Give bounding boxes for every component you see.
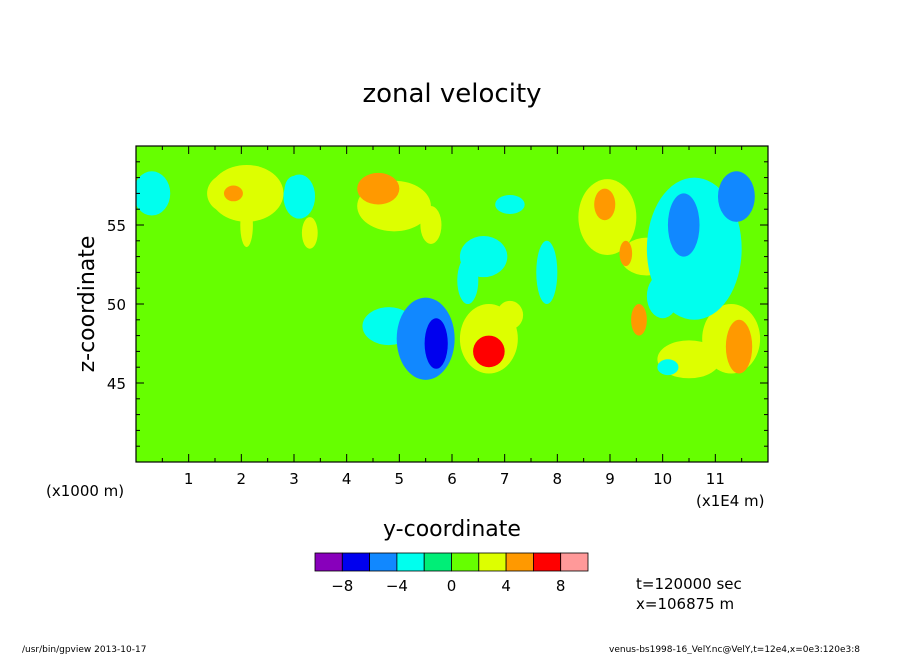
position-readout: x=106875 m: [636, 595, 734, 613]
contour-blob: [424, 318, 448, 369]
colorbar-swatch: [369, 552, 398, 572]
contour-blob: [459, 236, 508, 278]
contour-blob: [536, 240, 558, 304]
colorbar-tick-label: 4: [501, 577, 511, 595]
x-tick-label: 3: [289, 470, 299, 488]
x-tick-label: 11: [706, 470, 725, 488]
footer-right: venus-bs1998-16_VelY.nc@VelY,t=12e4,x=0e…: [609, 645, 860, 654]
y-tick-label: 55: [107, 217, 126, 235]
colorbar-swatch: [478, 552, 507, 572]
x-tick-label: 6: [447, 470, 457, 488]
colorbar-tick-label: −4: [386, 577, 408, 595]
contour-blob: [594, 188, 616, 221]
x-tick-label: 9: [605, 470, 615, 488]
colorbar-swatch: [341, 552, 370, 572]
x-tick-label: 2: [237, 470, 247, 488]
contour-blob: [619, 240, 633, 267]
x-axis-label: y-coordinate: [383, 517, 521, 542]
x-tick-label: 8: [553, 470, 563, 488]
x-unit-right: (x1E4 m): [696, 492, 765, 510]
colorbar: −8 −4 0 4 8: [314, 552, 589, 595]
contour-blob: [725, 319, 753, 374]
contour-blob: [496, 300, 524, 330]
x-tick-label: 7: [500, 470, 510, 488]
chart-title: zonal velocity: [362, 79, 541, 109]
x-unit-left: (x1000 m): [46, 482, 124, 500]
contour-features: [136, 164, 761, 380]
colorbar-tick-label: 8: [556, 577, 566, 595]
colorbar-swatch: [423, 552, 452, 572]
colorbar-swatch: [505, 552, 534, 572]
y-axis: 45 50 55: [107, 145, 768, 463]
colorbar-swatch: [560, 552, 589, 572]
contour-blob: [495, 194, 525, 214]
x-tick-label: 5: [395, 470, 405, 488]
y-tick-label: 50: [107, 296, 126, 314]
contour-blob: [223, 185, 243, 202]
contour-blob: [667, 193, 700, 257]
contour-blob: [357, 172, 400, 205]
x-tick-label: 4: [342, 470, 352, 488]
x-axis: 1 2 3 4 5 6 7 8 9 10 11: [135, 146, 769, 488]
colorbar-tick-label: 0: [447, 577, 457, 595]
contour-blob: [717, 171, 755, 222]
contour-blob: [284, 176, 304, 205]
contour-blob: [657, 359, 679, 376]
x-tick-label: 10: [653, 470, 672, 488]
contour-blob: [301, 217, 318, 249]
colorbar-swatch: [451, 552, 480, 572]
contour-blob: [473, 335, 505, 368]
y-tick-label: 45: [107, 375, 126, 393]
colorbar-swatch: [533, 552, 562, 572]
y-axis-label: z-coordinate: [75, 236, 100, 373]
footer-left: /usr/bin/gpview 2013-10-17: [22, 645, 146, 654]
contour-blob: [420, 206, 442, 244]
x-tick-label: 1: [184, 470, 194, 488]
colorbar-swatch: [314, 552, 343, 572]
colorbar-tick-label: −8: [331, 577, 353, 595]
contour-blob: [631, 304, 647, 336]
time-readout: t=120000 sec: [636, 575, 742, 593]
contour-blob: [136, 171, 171, 216]
colorbar-swatch: [396, 552, 425, 572]
